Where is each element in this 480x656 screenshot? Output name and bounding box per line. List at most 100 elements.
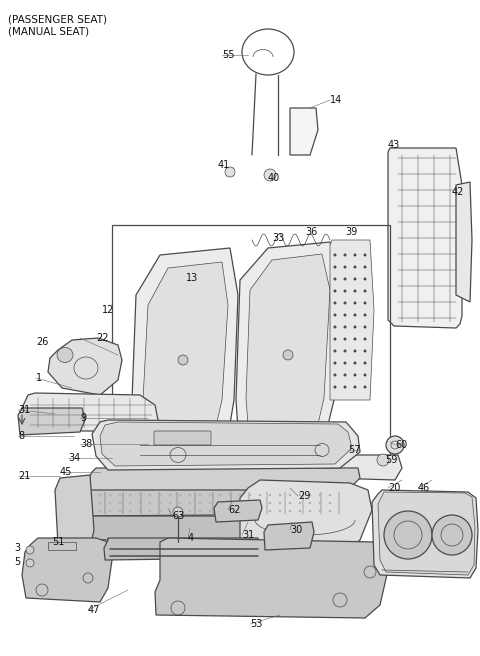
- Text: 60: 60: [395, 440, 407, 450]
- Polygon shape: [22, 538, 112, 602]
- Circle shape: [353, 373, 357, 377]
- Circle shape: [199, 494, 201, 496]
- Circle shape: [384, 511, 432, 559]
- Circle shape: [179, 510, 181, 512]
- Polygon shape: [240, 480, 372, 555]
- Text: 57: 57: [348, 445, 360, 455]
- Circle shape: [178, 355, 188, 365]
- Polygon shape: [155, 538, 388, 618]
- Circle shape: [329, 494, 331, 496]
- Text: 63: 63: [172, 511, 184, 521]
- Circle shape: [334, 253, 336, 256]
- Circle shape: [259, 494, 261, 496]
- Polygon shape: [143, 262, 228, 455]
- Circle shape: [353, 289, 357, 293]
- Text: 22: 22: [96, 333, 108, 343]
- Circle shape: [344, 289, 347, 293]
- Circle shape: [239, 502, 241, 504]
- Circle shape: [299, 502, 301, 504]
- Circle shape: [219, 510, 221, 512]
- Circle shape: [353, 350, 357, 352]
- Circle shape: [334, 350, 336, 352]
- Circle shape: [159, 510, 161, 512]
- Circle shape: [189, 502, 191, 504]
- Circle shape: [149, 510, 151, 512]
- Circle shape: [432, 515, 472, 555]
- Polygon shape: [214, 500, 262, 522]
- Text: 42: 42: [452, 187, 464, 197]
- Circle shape: [363, 277, 367, 281]
- Text: 39: 39: [345, 227, 357, 237]
- Circle shape: [119, 510, 121, 512]
- Circle shape: [309, 510, 311, 512]
- Circle shape: [26, 559, 34, 567]
- Circle shape: [189, 494, 191, 496]
- Text: 14: 14: [330, 95, 342, 105]
- Circle shape: [363, 337, 367, 340]
- Polygon shape: [18, 408, 85, 435]
- Circle shape: [353, 302, 357, 304]
- Circle shape: [279, 502, 281, 504]
- Circle shape: [299, 494, 301, 496]
- Circle shape: [344, 253, 347, 256]
- Circle shape: [344, 325, 347, 329]
- Polygon shape: [456, 182, 472, 302]
- Polygon shape: [100, 422, 352, 466]
- Circle shape: [269, 502, 271, 504]
- Circle shape: [139, 510, 141, 512]
- Circle shape: [109, 510, 111, 512]
- Circle shape: [344, 361, 347, 365]
- Circle shape: [353, 325, 357, 329]
- Circle shape: [199, 510, 201, 512]
- Circle shape: [26, 546, 34, 554]
- Text: 3: 3: [14, 543, 20, 553]
- Circle shape: [109, 502, 111, 504]
- Circle shape: [363, 350, 367, 352]
- Circle shape: [209, 510, 211, 512]
- Circle shape: [353, 386, 357, 388]
- Text: 40: 40: [268, 173, 280, 183]
- Circle shape: [249, 494, 251, 496]
- Polygon shape: [48, 338, 122, 395]
- Circle shape: [344, 314, 347, 316]
- Circle shape: [279, 510, 281, 512]
- Ellipse shape: [308, 437, 336, 463]
- Circle shape: [225, 167, 235, 177]
- Circle shape: [334, 325, 336, 329]
- Circle shape: [334, 302, 336, 304]
- Text: 31: 31: [242, 530, 254, 540]
- Circle shape: [344, 373, 347, 377]
- Circle shape: [353, 253, 357, 256]
- Circle shape: [109, 494, 111, 496]
- Circle shape: [334, 314, 336, 316]
- Circle shape: [334, 337, 336, 340]
- Circle shape: [219, 494, 221, 496]
- Circle shape: [289, 494, 291, 496]
- Circle shape: [229, 494, 231, 496]
- Circle shape: [173, 507, 183, 517]
- Circle shape: [239, 510, 241, 512]
- Circle shape: [289, 502, 291, 504]
- Circle shape: [149, 502, 151, 504]
- Circle shape: [229, 510, 231, 512]
- Circle shape: [319, 510, 321, 512]
- Circle shape: [279, 494, 281, 496]
- Circle shape: [353, 314, 357, 316]
- Text: 29: 29: [298, 491, 311, 501]
- Circle shape: [363, 289, 367, 293]
- Circle shape: [344, 266, 347, 268]
- Text: 59: 59: [385, 455, 397, 465]
- Ellipse shape: [163, 441, 193, 469]
- Circle shape: [363, 302, 367, 304]
- Text: 13: 13: [186, 273, 198, 283]
- Text: 62: 62: [228, 505, 240, 515]
- Circle shape: [264, 169, 276, 181]
- Circle shape: [329, 502, 331, 504]
- Circle shape: [363, 266, 367, 268]
- Circle shape: [169, 502, 171, 504]
- Polygon shape: [290, 108, 318, 155]
- Polygon shape: [132, 248, 238, 462]
- Circle shape: [353, 266, 357, 268]
- Circle shape: [319, 494, 321, 496]
- Circle shape: [149, 494, 151, 496]
